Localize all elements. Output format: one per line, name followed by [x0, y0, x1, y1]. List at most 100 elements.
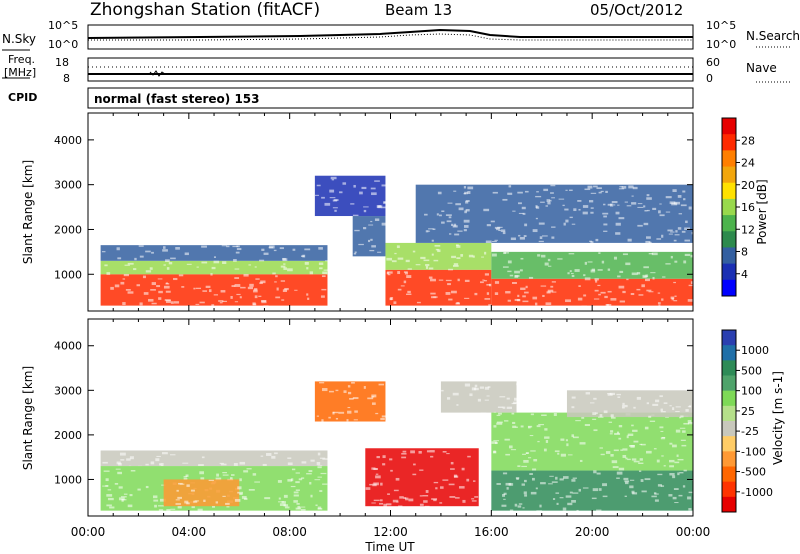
colorbar-tick-label: -100 [741, 445, 766, 458]
heatmap-gap [328, 390, 334, 393]
heatmap-gap [387, 273, 391, 276]
colorbar-swatch [722, 134, 736, 151]
heatmap-gap [688, 206, 692, 210]
heatmap-gap [403, 271, 408, 273]
heatmap-gap [569, 216, 573, 219]
heatmap-gap [468, 254, 474, 258]
heatmap-gap [328, 416, 331, 419]
heatmap-gap [596, 472, 601, 475]
heatmap-region [491, 470, 693, 511]
heatmap-gap [261, 300, 267, 304]
heatmap-gap [453, 223, 457, 227]
heatmap-gap [532, 229, 538, 233]
heatmap-gap [550, 285, 554, 288]
heatmap-gap [589, 200, 594, 203]
heatmap-gap [461, 467, 465, 471]
heatmap-gap [506, 487, 509, 490]
heatmap-gap [284, 506, 290, 509]
heatmap-gap [455, 203, 461, 206]
x-tick-label: 04:00 [172, 525, 207, 539]
power-colorbar-label: Power [dB] [755, 179, 769, 244]
heatmap-gap [644, 426, 649, 430]
heatmap-gap [511, 412, 515, 415]
heatmap-gap [181, 286, 185, 288]
heatmap-gap [136, 284, 141, 287]
heatmap-gap [577, 200, 582, 202]
heatmap-gap [530, 413, 534, 416]
heatmap-gap [387, 493, 390, 495]
y-tick-label: 1000 [54, 473, 82, 486]
heatmap-gap [153, 499, 159, 502]
colorbar-tick-label: 500 [741, 364, 762, 377]
heatmap-gap [644, 478, 651, 481]
heatmap-gap [394, 252, 397, 255]
heatmap-gap [145, 463, 149, 466]
heatmap-gap [578, 488, 582, 492]
heatmap-gap [283, 267, 287, 270]
heatmap-gap [571, 274, 575, 278]
heatmap-gap [532, 296, 538, 300]
heatmap-gap [426, 450, 430, 453]
heatmap-gap [509, 274, 514, 277]
heatmap-gap [511, 282, 517, 284]
nave-tick-high: 60 [706, 56, 720, 69]
heatmap-gap [603, 215, 607, 218]
heatmap-gap [688, 284, 693, 287]
heatmap-gap [306, 293, 309, 296]
heatmap-gap [675, 410, 680, 413]
colorbar-swatch [722, 421, 736, 437]
heatmap-gap [439, 214, 442, 217]
heatmap-gap [659, 426, 664, 429]
colorbar-tick-label: 8 [741, 246, 748, 259]
heatmap-gap [455, 497, 460, 499]
heatmap-gap [646, 209, 650, 212]
heatmap-gap [500, 229, 506, 232]
heatmap-gap [675, 406, 681, 408]
heatmap-gap [504, 252, 510, 254]
freq-tick-high: 18 [55, 56, 69, 69]
heatmap-gap [133, 268, 137, 271]
heatmap-gap [674, 501, 679, 504]
heatmap-gap [510, 449, 517, 451]
heatmap-gap [361, 186, 367, 190]
heatmap-gap [354, 410, 358, 413]
heatmap-gap [663, 402, 668, 404]
heatmap-gap [648, 415, 652, 418]
heatmap-region [100, 450, 328, 467]
heatmap-gap [293, 494, 299, 497]
heatmap-gap [469, 393, 473, 397]
heatmap-gap [643, 276, 648, 278]
nsearch-tick-low: 10^0 [706, 38, 736, 51]
heatmap-gap [379, 502, 384, 505]
heatmap-gap [680, 439, 686, 441]
heatmap-gap [590, 241, 594, 244]
heatmap-gap [109, 506, 115, 509]
heatmap-gap [185, 474, 189, 478]
heatmap-gap [430, 292, 436, 295]
heatmap-gap [548, 265, 552, 267]
heatmap-gap [418, 450, 422, 454]
heatmap-gap [514, 397, 519, 401]
heatmap-gap [659, 395, 663, 398]
heatmap-gap [624, 480, 630, 483]
heatmap-gap [514, 270, 520, 274]
heatmap-gap [320, 472, 327, 475]
heatmap-gap [151, 282, 156, 286]
heatmap-gap [673, 300, 678, 302]
heatmap-gap [309, 481, 312, 485]
heatmap-gap [377, 251, 382, 253]
heatmap-gap [247, 286, 254, 290]
heatmap-gap [498, 412, 502, 415]
heatmap-gap [612, 466, 619, 469]
heatmap-gap [122, 302, 126, 306]
heatmap-gap [654, 493, 659, 495]
heatmap-gap [115, 468, 121, 470]
heatmap-gap [450, 468, 455, 470]
heatmap-gap [521, 465, 527, 468]
heatmap-gap [453, 190, 457, 192]
heatmap-region [365, 448, 479, 507]
heatmap-gap [350, 203, 355, 205]
heatmap-gap [554, 450, 560, 453]
heatmap-gap [173, 277, 178, 281]
heatmap-gap [463, 186, 466, 189]
